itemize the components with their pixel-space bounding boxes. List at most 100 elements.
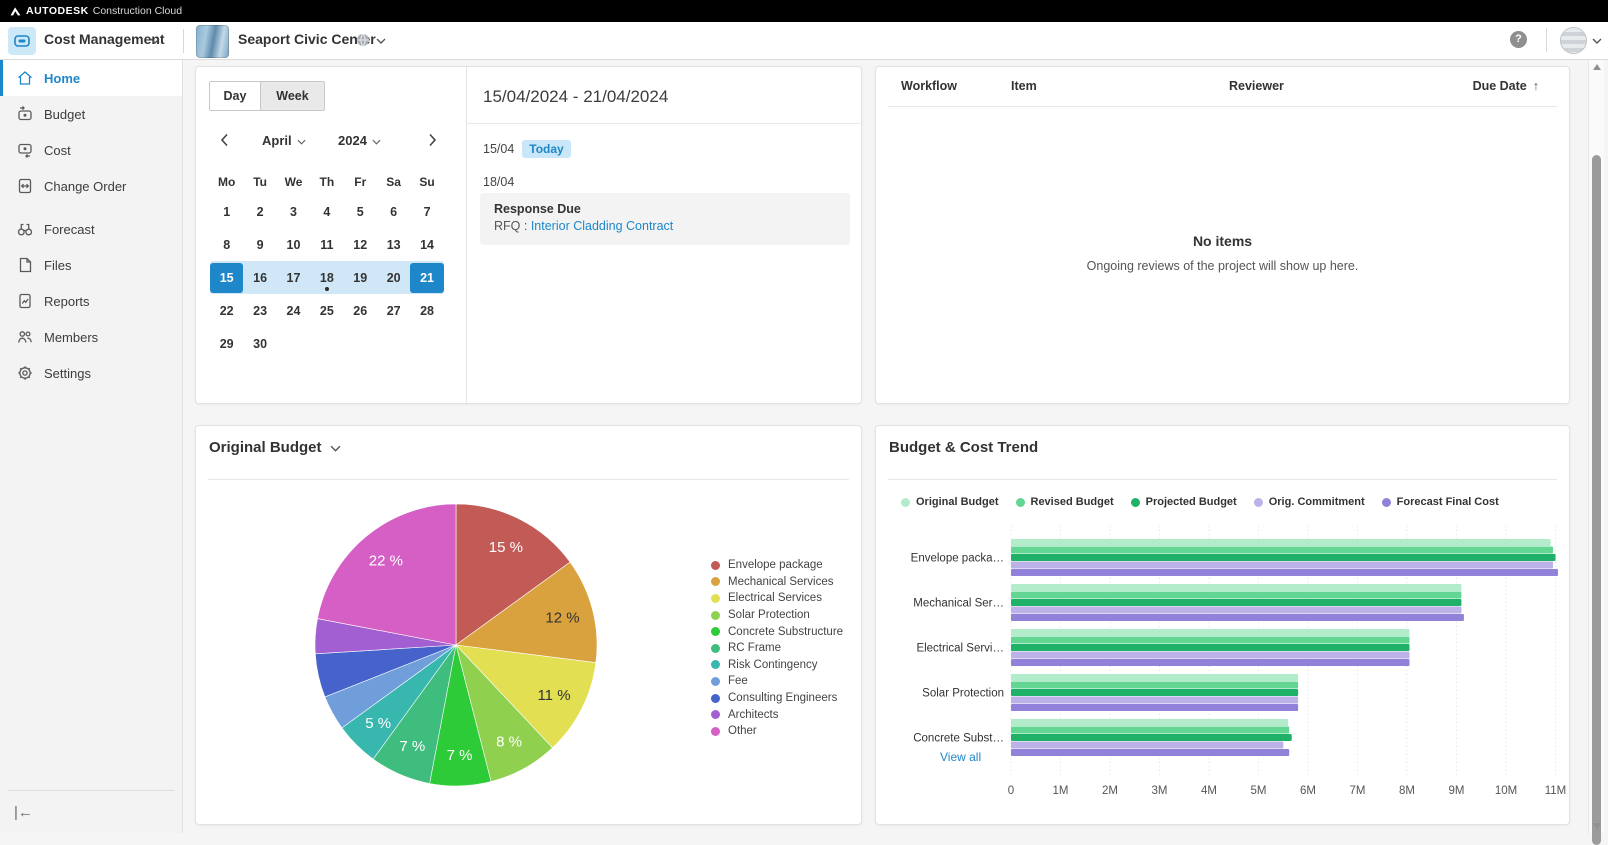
bar-original-budget[interactable] xyxy=(1011,719,1289,726)
event-dot xyxy=(324,286,329,291)
bar-original-budget[interactable] xyxy=(1011,674,1299,681)
day-cell-14[interactable]: 14 xyxy=(420,237,434,252)
bar-projected-budget[interactable] xyxy=(1011,644,1410,651)
sidebar-item-settings[interactable]: Settings xyxy=(0,355,182,391)
bar-original-budget[interactable] xyxy=(1011,629,1410,636)
bar-revised-budget[interactable] xyxy=(1011,636,1410,644)
bar-forecast-final-cost[interactable] xyxy=(1011,659,1410,666)
week-view-button[interactable]: Week xyxy=(260,82,324,110)
pie-card-divider xyxy=(208,479,849,480)
legend-label: Mechanical Services xyxy=(728,575,834,588)
day-cell-13[interactable]: 13 xyxy=(386,237,401,252)
day-cell-9[interactable]: 9 xyxy=(256,237,264,252)
bar-projected-budget[interactable] xyxy=(1011,734,1292,741)
day-cell-5[interactable]: 5 xyxy=(356,204,364,219)
original-budget-dropdown[interactable]: Original Budget xyxy=(209,439,341,456)
day-cell-21[interactable]: 21 xyxy=(410,262,444,293)
scroll-down-arrow[interactable] xyxy=(1593,823,1601,829)
bar-projected-budget[interactable] xyxy=(1011,554,1556,561)
project-caret-icon[interactable] xyxy=(376,38,386,44)
legend-dot xyxy=(711,660,720,670)
bar-original-budget[interactable] xyxy=(1011,539,1551,546)
pie-slice-label: 12 % xyxy=(545,610,579,627)
day-cell-30[interactable]: 30 xyxy=(253,336,268,351)
day-cell-28[interactable]: 28 xyxy=(420,303,434,318)
year-dropdown[interactable]: 2024 xyxy=(338,133,381,148)
pie-slice-electrical-services[interactable] xyxy=(455,644,597,749)
sidebar-item-cost[interactable]: Cost xyxy=(0,132,182,168)
bar-orig-commitment[interactable] xyxy=(1011,696,1299,704)
bar-projected-budget[interactable] xyxy=(1011,599,1462,606)
day-cell-4[interactable]: 4 xyxy=(323,204,331,219)
scrollbar-thumb[interactable] xyxy=(1592,155,1601,845)
day-cell-15[interactable]: 15 xyxy=(210,262,244,293)
day-cell-25[interactable]: 25 xyxy=(319,303,334,318)
bar-original-budget[interactable] xyxy=(1011,584,1462,591)
bar-projected-budget[interactable] xyxy=(1011,689,1299,696)
day-cell-2[interactable]: 2 xyxy=(256,204,264,219)
bar-orig-commitment[interactable] xyxy=(1011,741,1284,749)
event-link[interactable]: Interior Cladding Contract xyxy=(530,219,674,233)
next-month-icon[interactable] xyxy=(428,133,437,147)
day-cell-11[interactable]: 11 xyxy=(320,237,334,252)
module-caret-icon[interactable] xyxy=(150,38,160,44)
day-view-button[interactable]: Day xyxy=(210,82,260,110)
day-cell-12[interactable]: 12 xyxy=(353,237,368,252)
pie-slice-envelope-package[interactable] xyxy=(455,503,571,646)
sidebar-item-members[interactable]: Members xyxy=(0,319,182,355)
sidebar-item-forecast[interactable]: Forecast xyxy=(0,211,182,247)
weekday-header: We xyxy=(284,175,303,189)
prev-month-icon[interactable] xyxy=(220,133,229,147)
bar-revised-budget[interactable] xyxy=(1011,546,1553,554)
day-cell-22[interactable]: 22 xyxy=(219,303,234,318)
day-cell-17[interactable]: 17 xyxy=(286,270,301,285)
project-selector[interactable]: Seaport Civic Center xyxy=(238,31,376,47)
day-cell-24[interactable]: 24 xyxy=(286,303,301,318)
bar-forecast-final-cost[interactable] xyxy=(1011,704,1299,711)
sidebar-item-files[interactable]: Files xyxy=(0,247,182,283)
day-cell-20[interactable]: 20 xyxy=(386,270,401,285)
module-selector[interactable]: Cost Management xyxy=(44,31,165,47)
day-cell-1[interactable]: 1 xyxy=(223,204,231,219)
pie-slice-other[interactable] xyxy=(317,503,457,646)
day-cell-10[interactable]: 10 xyxy=(286,237,301,252)
user-avatar[interactable] xyxy=(1560,27,1587,54)
pie-legend-item: Concrete Substructure xyxy=(711,623,843,640)
bar-revised-budget[interactable] xyxy=(1011,591,1462,599)
bar-orig-commitment[interactable] xyxy=(1011,606,1462,614)
sidebar-item-reports[interactable]: Reports xyxy=(0,283,182,319)
column-due-date-sort[interactable]: Due Date ↑ xyxy=(1472,79,1539,93)
month-dropdown[interactable]: April xyxy=(262,133,306,148)
sidebar-item-change-order[interactable]: Change Order xyxy=(0,168,182,204)
pie-slice-mechanical-services[interactable] xyxy=(455,561,598,664)
brand-name: AUTODESK xyxy=(26,5,89,17)
bar-revised-budget[interactable] xyxy=(1011,681,1299,689)
page-scrollbar[interactable] xyxy=(1588,60,1604,845)
day-cell-18[interactable]: 18 xyxy=(310,263,343,293)
bar-forecast-final-cost[interactable] xyxy=(1011,614,1464,621)
day-cell-8[interactable]: 8 xyxy=(223,237,231,252)
account-caret-icon[interactable] xyxy=(1592,38,1602,44)
day-cell-7[interactable]: 7 xyxy=(423,204,431,219)
day-cell-16[interactable]: 16 xyxy=(253,270,268,285)
day-cell-29[interactable]: 29 xyxy=(219,336,234,351)
sidebar-item-budget[interactable]: Budget xyxy=(0,96,182,132)
sidebar-item-home[interactable]: Home xyxy=(0,60,182,96)
bar-forecast-final-cost[interactable] xyxy=(1011,569,1558,576)
scroll-up-arrow[interactable] xyxy=(1593,64,1601,70)
day-cell-6[interactable]: 6 xyxy=(390,204,398,219)
sidebar-collapse-button[interactable]: |← xyxy=(14,804,33,821)
project-thumbnail xyxy=(196,25,229,58)
help-button[interactable]: ? xyxy=(1510,31,1527,48)
view-all-link[interactable]: View all xyxy=(940,750,982,764)
day-cell-23[interactable]: 23 xyxy=(253,303,268,318)
bar-orig-commitment[interactable] xyxy=(1011,561,1553,569)
bar-revised-budget[interactable] xyxy=(1011,726,1290,734)
day-cell-19[interactable]: 19 xyxy=(353,270,368,285)
bar-forecast-final-cost[interactable] xyxy=(1011,749,1290,756)
day-cell-27[interactable]: 27 xyxy=(386,303,401,318)
day-cell-3[interactable]: 3 xyxy=(290,204,297,219)
bar-orig-commitment[interactable] xyxy=(1011,651,1410,659)
change-order-icon xyxy=(18,178,32,194)
day-cell-26[interactable]: 26 xyxy=(353,303,368,318)
